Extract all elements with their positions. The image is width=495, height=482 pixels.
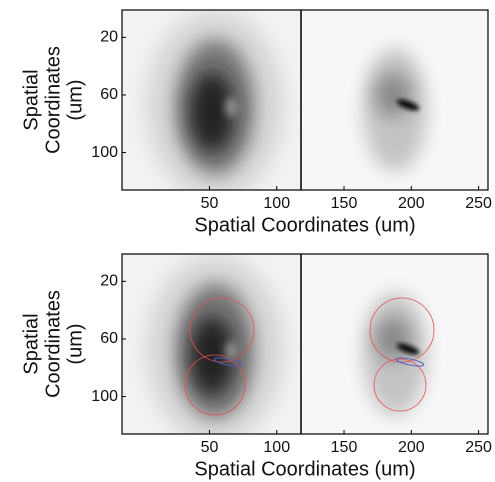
image (122, 10, 488, 190)
roi-ellipse (395, 357, 425, 367)
x-tick-label: 150 (331, 439, 358, 456)
roi-ellipse (213, 357, 243, 367)
blob-notch (225, 97, 239, 117)
y-label-line: Coordinates (42, 290, 64, 398)
x-tick-label: 250 (465, 195, 492, 212)
x-tick-label: 50 (201, 439, 219, 456)
y-label-line: (um) (64, 79, 86, 120)
streak (396, 99, 420, 111)
axes-frame (121, 9, 489, 191)
x-tick-label: 250 (465, 439, 492, 456)
streak (396, 343, 420, 355)
y-tick-label: 60 (100, 86, 118, 103)
image (122, 254, 488, 434)
y-tick-label: 100 (91, 144, 118, 161)
y-label-line: (um) (64, 323, 86, 364)
x-tick-label: 50 (201, 195, 219, 212)
y-axis-label: Spatial Coordinates (um) (20, 290, 86, 398)
y-label-line: Spatial (20, 313, 42, 374)
blob-notch (225, 341, 239, 361)
x-tick-label: 200 (398, 195, 425, 212)
y-tick-label: 60 (100, 330, 118, 347)
blob-core (190, 316, 234, 396)
x-tick-label: 150 (331, 195, 358, 212)
x-tick-label: 100 (263, 195, 290, 212)
x-tick-label: 100 (263, 439, 290, 456)
y-tick-label: 20 (100, 29, 118, 46)
y-label-line: Spatial (20, 69, 42, 130)
roi-circle (189, 297, 255, 363)
panel: 50 100 150 200 250 20 60 100 Spatial Coordinates… (20, 253, 492, 480)
roi-circle (369, 297, 435, 363)
roi-circle (373, 358, 427, 412)
roi-circle (184, 354, 246, 416)
x-axis-label: Spatial Coordinates (um) (194, 458, 415, 480)
blob-right-core (375, 317, 411, 361)
y-axis-label: Spatial Coordinates (um) (20, 46, 86, 154)
panel: 50 100 150 200 250 20 60 100 Spatial Coordinates… (20, 9, 492, 236)
y-label-line: Coordinates (42, 46, 64, 154)
y-tick-label: 20 (100, 273, 118, 290)
axes-frame (121, 253, 489, 435)
y-tick-label: 100 (91, 388, 118, 405)
x-tick-label: 200 (398, 439, 425, 456)
x-axis-label: Spatial Coordinates (um) (194, 214, 415, 236)
blob-core (190, 72, 234, 152)
blob-right-core (375, 73, 411, 117)
